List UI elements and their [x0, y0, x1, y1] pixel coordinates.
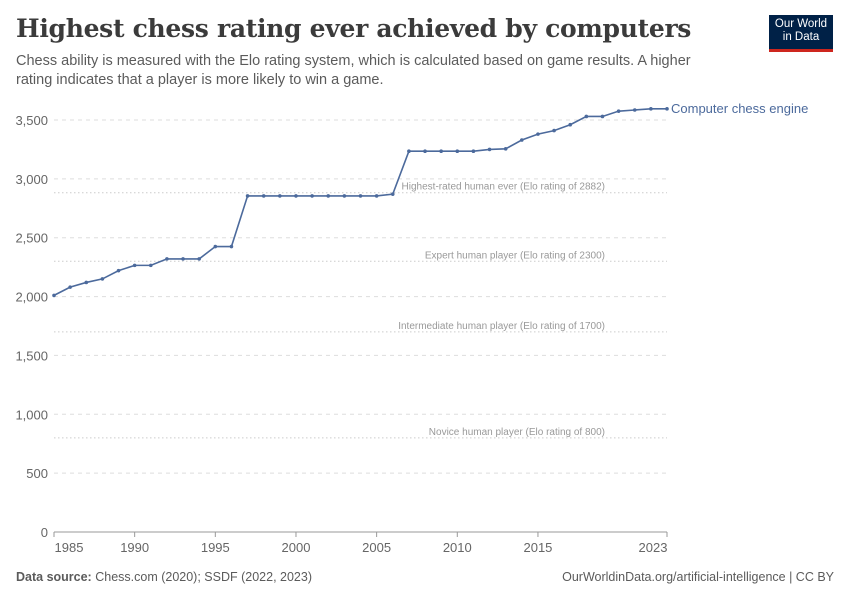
- data-point: [584, 114, 589, 119]
- data-point: [552, 128, 556, 133]
- y-tick-label: 2,500: [15, 231, 48, 246]
- chart-title: Highest chess rating ever achieved by co…: [16, 14, 692, 43]
- source-label: Data source:: [16, 570, 92, 584]
- x-tick-label: 2010: [443, 540, 472, 555]
- data-point: [310, 194, 314, 198]
- data-point: [326, 194, 331, 198]
- data-point: [616, 109, 621, 113]
- y-tick-label: 0: [41, 525, 48, 540]
- data-point: [197, 257, 201, 261]
- data-point: [261, 194, 266, 198]
- data-point: [439, 149, 443, 153]
- data-point: [665, 107, 669, 111]
- y-tick-label: 2,000: [15, 290, 48, 305]
- data-point: [68, 285, 72, 289]
- y-tick-label: 1,000: [15, 407, 48, 422]
- data-point: [568, 122, 573, 127]
- data-point: [374, 194, 379, 198]
- reference-label: Expert human player (Elo rating of 2300): [425, 250, 605, 261]
- data-point: [229, 244, 234, 249]
- data-point: [116, 268, 121, 273]
- data-point: [407, 149, 411, 153]
- data-point: [100, 277, 105, 281]
- data-point: [487, 147, 492, 152]
- data-point: [181, 257, 185, 261]
- reference-label: Intermediate human player (Elo rating of…: [398, 321, 605, 332]
- data-point: [471, 149, 476, 153]
- data-point: [536, 132, 540, 136]
- y-tick-label: 3,000: [15, 172, 48, 187]
- data-point: [278, 194, 282, 198]
- data-point: [649, 107, 653, 111]
- data-source: Data source: Chess.com (2020); SSDF (202…: [16, 570, 312, 584]
- data-point: [390, 192, 395, 196]
- y-tick-label: 500: [26, 466, 48, 481]
- data-point: [165, 257, 169, 261]
- data-point: [213, 244, 218, 249]
- data-point: [245, 194, 250, 198]
- x-tick-label: 1995: [201, 540, 230, 555]
- data-point: [455, 149, 460, 153]
- x-tick-label: 1990: [120, 540, 149, 555]
- y-tick-label: 3,500: [15, 113, 48, 128]
- y-tick-label: 1,500: [15, 348, 48, 363]
- data-point: [520, 138, 524, 142]
- series-label: Computer chess engine: [671, 101, 808, 116]
- data-point: [294, 194, 298, 198]
- data-point: [503, 147, 508, 151]
- data-point: [342, 194, 347, 198]
- data-point: [423, 149, 427, 153]
- data-point: [600, 114, 605, 119]
- data-point: [132, 263, 137, 268]
- x-tick-label: 2023: [639, 540, 668, 555]
- reference-label: Highest-rated human ever (Elo rating of …: [402, 182, 605, 193]
- data-point: [52, 293, 56, 298]
- x-tick-label: 2005: [362, 540, 391, 555]
- reference-label: Novice human player (Elo rating of 800): [429, 427, 605, 438]
- data-point: [84, 280, 89, 285]
- chart-subtitle: Chess ability is measured with the Elo r…: [16, 53, 691, 88]
- owid-logo[interactable]: Our World in Data: [769, 15, 833, 52]
- footer-url[interactable]: OurWorldinData.org/artificial-intelligen…: [562, 570, 834, 584]
- x-tick-label: 2015: [523, 540, 552, 555]
- x-tick-label: 2000: [282, 540, 311, 555]
- data-point: [632, 108, 637, 112]
- data-point: [358, 194, 363, 198]
- x-tick-label: 1985: [55, 540, 84, 555]
- data-point: [148, 263, 153, 268]
- source-text[interactable]: Chess.com (2020); SSDF (2022, 2023): [95, 570, 312, 584]
- series-line: [53, 108, 667, 297]
